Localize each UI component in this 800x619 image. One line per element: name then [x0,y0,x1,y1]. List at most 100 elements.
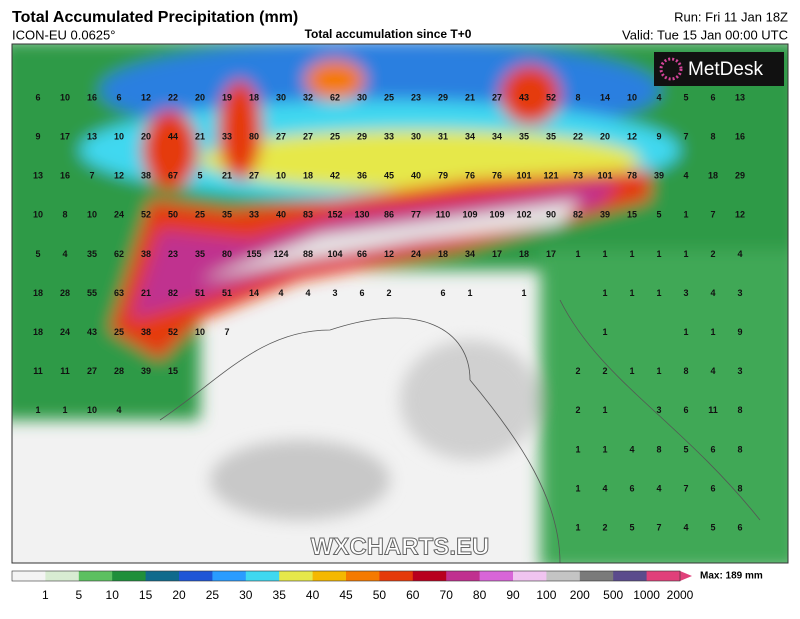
colorbar-swatch [346,571,380,581]
colorbar-swatch [513,571,547,581]
map-value: 38 [141,327,151,337]
map-value: 63 [114,288,124,298]
map-value: 25 [114,327,124,337]
map-value: 1 [656,366,661,376]
map-value: 4 [278,288,283,298]
map-value: 6 [710,92,715,102]
colorbar-swatch [446,571,481,581]
colorbar-label: 45 [339,588,353,602]
map-value: 5 [35,249,40,259]
map-value: 50 [168,210,178,220]
map-value: 8 [62,210,67,220]
map-value: 6 [710,444,715,454]
map-value: 155 [246,249,261,259]
map-value: 16 [87,92,97,102]
map-value: 104 [327,249,342,259]
map-value: 8 [737,483,742,493]
map-value: 10 [60,92,70,102]
map-value: 1 [467,288,472,298]
map-value: 90 [546,210,556,220]
map-value: 31 [438,131,448,141]
map-value: 52 [141,210,151,220]
map-value: 121 [543,171,558,181]
map-value: 2 [710,249,715,259]
map-value: 2 [575,405,580,415]
map-value: 4 [683,522,688,532]
map-value: 77 [411,210,421,220]
map-value: 27 [303,131,313,141]
map-value: 6 [737,522,742,532]
map-value: 86 [384,210,394,220]
map-value: 11 [708,405,718,415]
map-value: 1 [683,327,688,337]
map-value: 8 [575,92,580,102]
map-value: 6 [683,405,688,415]
map-value: 82 [573,210,583,220]
colorbar-label: 90 [506,588,520,602]
map-value: 3 [332,288,337,298]
map-value: 62 [114,249,124,259]
map-value: 88 [303,249,313,259]
colorbar-label: 200 [570,588,590,602]
map-value: 76 [492,171,502,181]
colorbar-swatch [646,571,681,581]
map-value: 32 [303,92,313,102]
map-value: 1 [629,288,634,298]
map-value: 12 [627,131,637,141]
map-value: 15 [627,210,637,220]
map-value: 23 [168,249,178,259]
map-value: 34 [492,131,502,141]
max-label: Max: 189 mm [700,571,763,582]
map-value: 80 [249,131,259,141]
colorbar-swatch [78,571,113,581]
map-value: 27 [249,171,259,181]
colorbar-label: 80 [473,588,487,602]
map-value: 1 [602,249,607,259]
colorbar-frame [11,570,681,582]
colorbar-swatch [546,571,581,581]
colorbar-label: 20 [172,588,186,602]
map-value: 82 [168,288,178,298]
colorbar-swatch [379,571,414,581]
map-value: 3 [656,405,661,415]
colorbar-swatch [412,571,447,581]
map-value: 10 [627,92,637,102]
watermark: WXCHARTS.EU [311,533,490,560]
map-value: 43 [519,92,529,102]
colorbar-swatch [279,571,314,581]
map-value: 24 [60,327,70,337]
map-value: 1 [521,288,526,298]
map-value: 1 [575,483,580,493]
map-value: 6 [359,288,364,298]
map-value: 25 [195,210,205,220]
map-value: 39 [600,210,610,220]
map-value: 1 [683,210,688,220]
colorbar-arrow [680,571,692,581]
map-value: 8 [737,405,742,415]
run: Run: Fri 11 Jan 18Z [674,9,788,24]
map-value: 78 [627,171,637,181]
logo: MetDesk [688,59,763,80]
map-value: 21 [141,288,151,298]
map-value: 1 [602,405,607,415]
map-value: 1 [62,405,67,415]
map-value: 6 [629,483,634,493]
map-value: 4 [683,171,688,181]
map-value: 1 [629,249,634,259]
map-value: 4 [710,288,715,298]
map-value: 18 [33,327,43,337]
map-value: 2 [575,366,580,376]
map-value: 4 [737,249,742,259]
map-value: 18 [519,249,529,259]
map [12,44,788,563]
map-value: 4 [629,444,634,454]
map-value: 1 [575,249,580,259]
map-value: 30 [276,92,286,102]
colorbar-swatch [579,571,614,581]
map-value: 1 [575,444,580,454]
map-value: 27 [87,366,97,376]
map-value: 13 [735,92,745,102]
colorbar-swatch [212,571,247,581]
map-value: 44 [168,131,178,141]
map-value: 35 [87,249,97,259]
